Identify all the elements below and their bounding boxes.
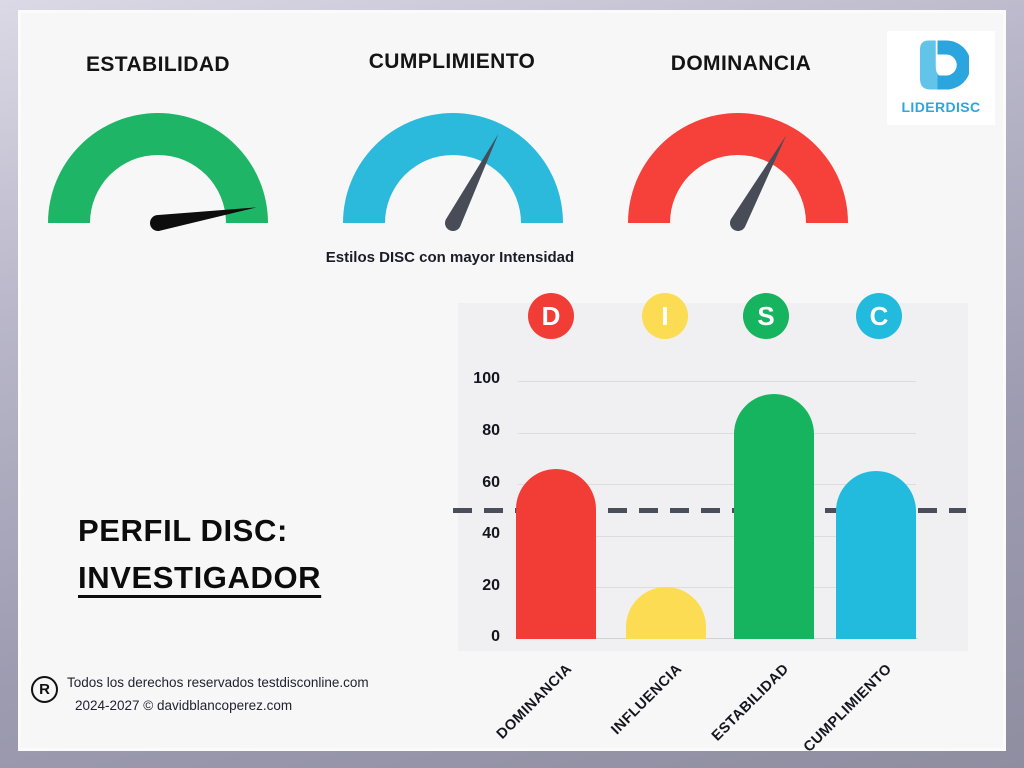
bar-influencia [626,587,706,639]
brand-logo-card: LIDERDISC [887,31,995,125]
x-axis-baseline [516,638,918,639]
registered-trademark-letter: R [39,681,50,698]
gauge-title-estabilidad: ESTABILIDAD [85,53,230,76]
xlabel-dominancia: DOMINANCIA [493,661,576,743]
gridline-100 [518,381,916,382]
poster-content: ESTABILIDAD CUMPLIMIENTO DOMINANCIA LIDE… [18,10,1006,756]
gridline-20 [518,587,916,588]
footer-line2: 2024-2027 © davidblancoperez.com [75,698,293,713]
threshold-line [453,508,966,513]
disc-letter-i: I [642,293,688,339]
page-title: PERFIL DISC: INVESTIGADOR [78,508,321,601]
ytick-60: 60 [482,474,500,491]
gauge-estabilidad [48,113,268,231]
liderdisc-logo-icon [920,40,969,90]
gauge-arc-dominancia [628,113,848,223]
chart-subtitle: Estilos DISC con mayor Intensidad [325,249,575,266]
gridline-80 [518,433,916,434]
gauge-needle-estabilidad [150,207,257,231]
disc-letter-c: C [856,293,902,339]
ytick-20: 20 [482,577,500,594]
gauge-dominancia [628,113,848,231]
gridline-60 [518,484,916,485]
page-title-line1: PERFIL DISC: [78,513,288,548]
ytick-100: 100 [473,370,500,387]
gauge-title-dominancia: DOMINANCIA [670,52,812,75]
gauge-needle-cumplimiento [445,133,499,231]
bar-cumplimiento [836,471,916,639]
gauge-cumplimiento [343,113,563,231]
disc-letter-s: S [743,293,789,339]
bar-dominancia [516,468,596,639]
bar-chart-plot-area [516,381,918,639]
gridline-40 [518,536,916,537]
footer-line1: Todos los derechos reservados testdiscon… [67,675,369,690]
ytick-40: 40 [482,525,500,542]
gauge-needle-dominancia [730,135,787,231]
ytick-0: 0 [491,628,500,645]
xlabel-influencia: INFLUENCIA [608,661,686,738]
gauge-arc-cumplimiento [343,113,563,223]
gauge-title-cumplimiento: CUMPLIMIENTO [368,50,536,73]
bar-estabilidad [734,393,814,639]
disc-letter-d: D [528,293,574,339]
page-title-line2: INVESTIGADOR [78,559,322,595]
liderdisc-logo-text: LIDERDISC [901,99,981,115]
gauge-arc-estabilidad [48,113,268,223]
ytick-80: 80 [482,422,500,439]
registered-trademark-icon: R [31,676,58,703]
